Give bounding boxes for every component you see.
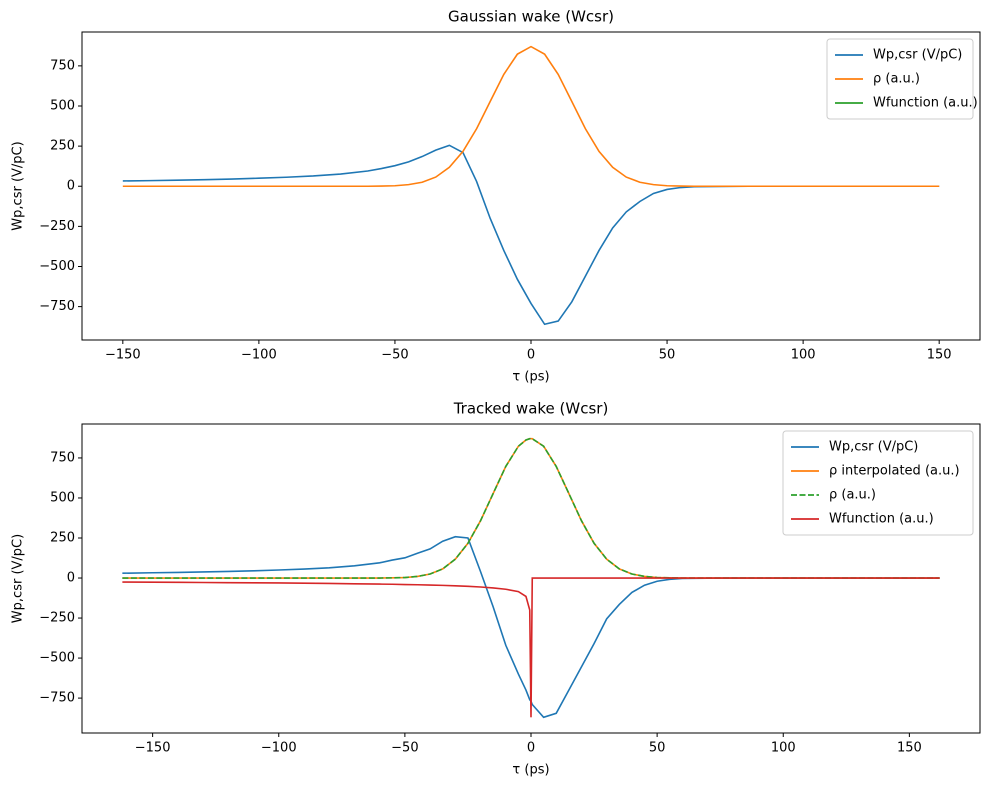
y-tick-label: −750 — [39, 691, 75, 706]
chart-title: Tracked wake (Wcsr) — [453, 400, 609, 418]
y-tick-label: 750 — [50, 58, 75, 73]
x-tick-label: −150 — [105, 348, 141, 363]
legend-label: ρ interpolated (a.u.) — [829, 464, 960, 479]
legend-label: Wfunction (a.u.) — [829, 512, 934, 527]
plot-area — [122, 45, 940, 326]
legend-box — [782, 430, 974, 536]
x-tick-label: −50 — [381, 348, 408, 363]
x-tick-label: −100 — [261, 741, 297, 756]
plot-area — [122, 437, 940, 719]
y-tick-label: −500 — [39, 651, 75, 666]
legend-label: ρ (a.u.) — [829, 488, 876, 503]
legend-box — [826, 38, 974, 120]
x-tick-label: 100 — [791, 348, 816, 363]
y-tick-label: −250 — [39, 219, 75, 234]
y-axis-label: Wp,csr (V/pC) — [11, 534, 26, 623]
y-tick-label: 250 — [50, 139, 75, 154]
series-line — [122, 144, 940, 326]
axes-frame — [81, 31, 981, 341]
y-tick-label: −750 — [39, 299, 75, 314]
y-tick-label: −250 — [39, 611, 75, 626]
chart-title: Gaussian wake (Wcsr) — [448, 8, 614, 26]
y-tick-label: 250 — [50, 530, 75, 545]
legend-label: Wp,csr (V/pC) — [873, 48, 962, 63]
x-tick-label: 100 — [771, 741, 796, 756]
legend-label: Wp,csr (V/pC) — [829, 440, 918, 455]
x-tick-label: 0 — [527, 741, 535, 756]
x-tick-label: 150 — [897, 741, 922, 756]
x-axis-label: τ (ps) — [512, 763, 549, 778]
legend-label: Wfunction (a.u.) — [873, 96, 978, 111]
legend-label: ρ (a.u.) — [873, 72, 920, 87]
y-axis-label: Wp,csr (V/pC) — [11, 141, 26, 230]
y-tick-label: 0 — [67, 571, 75, 586]
axes-frame — [81, 423, 981, 734]
y-tick-label: 500 — [50, 490, 75, 505]
y-tick-label: 0 — [67, 179, 75, 194]
series-line — [122, 45, 940, 188]
x-axis-label: τ (ps) — [512, 370, 549, 385]
x-tick-label: −100 — [241, 348, 277, 363]
x-tick-label: 0 — [527, 348, 535, 363]
y-tick-label: 500 — [50, 98, 75, 113]
x-tick-label: −50 — [391, 741, 418, 756]
x-tick-label: −150 — [135, 741, 171, 756]
y-tick-label: −500 — [39, 259, 75, 274]
series-line — [122, 577, 940, 718]
x-tick-label: 50 — [649, 741, 666, 756]
x-tick-label: 50 — [659, 348, 676, 363]
x-tick-label: 150 — [927, 348, 952, 363]
y-tick-label: 750 — [50, 450, 75, 465]
